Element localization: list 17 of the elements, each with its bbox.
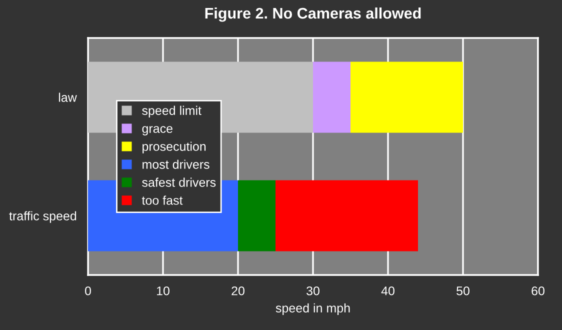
legend-label: grace (142, 126, 172, 136)
x-tick-label: 60 (532, 286, 544, 296)
x-tick-label: 10 (157, 286, 170, 296)
x-axis-title: speed in mph (276, 303, 350, 315)
x-tick-label: 40 (381, 286, 394, 296)
legend-label: most drivers (142, 160, 210, 169)
legend-label: safest drivers (142, 178, 216, 187)
legend-label: speed limit (142, 106, 202, 118)
legend-label: too fast (142, 196, 183, 205)
chart-title: Figure 2. No Cameras allowed (205, 7, 421, 22)
x-tick-label: 0 (85, 286, 91, 296)
y-tick-label: traffic speed (9, 211, 76, 223)
x-tick-label: 30 (306, 286, 320, 296)
y-tick-label: law (58, 92, 77, 102)
legend-label: prosecution (142, 142, 206, 154)
x-tick-label: 50 (456, 286, 470, 296)
x-tick-label: 20 (232, 286, 244, 296)
